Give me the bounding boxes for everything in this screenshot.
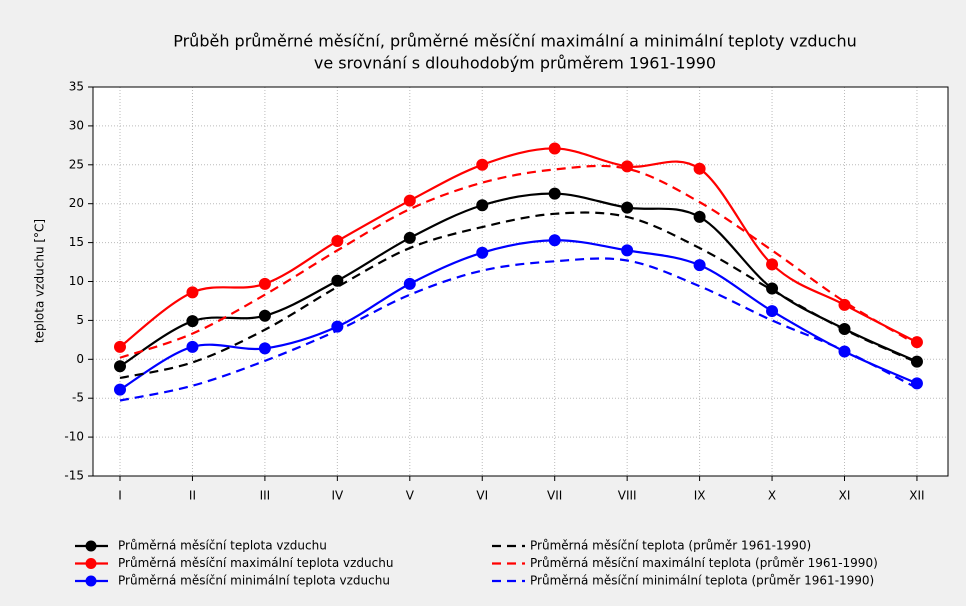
marker [114, 360, 126, 373]
x-tick-label: I [118, 489, 122, 503]
marker [621, 160, 634, 173]
x-tick-label: IV [331, 489, 344, 503]
marker [186, 286, 199, 299]
series-line [119, 211, 918, 380]
marker [186, 340, 199, 353]
marker [258, 342, 271, 355]
x-tick-label: III [260, 489, 271, 503]
x-tick-label: XI [839, 489, 851, 503]
marker [186, 315, 199, 328]
marker [403, 231, 416, 244]
legend-label: Průměrná měsíční minimální teplota vzduc… [118, 574, 390, 588]
marker [838, 298, 851, 311]
chart-title: Průběh průměrné měsíční, průměrné měsíčn… [173, 32, 857, 51]
marker [403, 194, 416, 207]
marker [766, 305, 779, 318]
marker [258, 309, 271, 322]
marker [258, 277, 271, 290]
marker [476, 199, 489, 212]
legend-label: Průměrná měsíční teplota (průměr 1961-19… [530, 539, 811, 553]
marker [910, 336, 923, 349]
x-tick-label: V [406, 489, 415, 503]
y-tick-label: -10 [64, 430, 84, 444]
x-tick-label: X [768, 489, 776, 503]
y-tick-label: 5 [76, 313, 84, 327]
marker [621, 201, 634, 214]
marker [476, 246, 489, 259]
legend-label: Průměrná měsíční teplota vzduchu [118, 539, 327, 553]
marker [114, 383, 126, 396]
x-tick-label: VII [547, 489, 562, 503]
legend-marker [85, 540, 97, 552]
series-line [119, 239, 918, 391]
x-tick-label: II [189, 489, 196, 503]
series-line [119, 164, 918, 359]
marker [693, 210, 706, 223]
marker [331, 274, 344, 287]
marker [693, 259, 706, 272]
marker [548, 142, 561, 155]
plot-border [92, 86, 949, 477]
y-tick-label: -15 [64, 469, 84, 483]
y-tick-label: 25 [69, 157, 84, 171]
marker [621, 244, 634, 257]
marker [910, 377, 923, 390]
x-tick-label: XII [909, 489, 924, 503]
legend-label: Průměrná měsíční minimální teplota (prům… [530, 574, 874, 588]
y-tick-label: -5 [72, 391, 84, 405]
legend-marker [85, 558, 97, 569]
x-tick-label: VIII [618, 489, 637, 503]
y-tick-label: 15 [69, 235, 84, 249]
marker [548, 187, 561, 200]
legend-label: Průměrná měsíční maximální teplota (prům… [530, 556, 878, 570]
y-tick-label: 0 [76, 352, 84, 366]
x-tick-label: IX [694, 489, 706, 503]
marker [331, 235, 344, 248]
x-tick-label: VI [476, 489, 488, 503]
marker [476, 158, 489, 171]
legend-label: Průměrná měsíční maximální teplota vzduc… [118, 556, 393, 570]
marker [114, 340, 126, 353]
y-tick-label: 20 [69, 196, 84, 210]
y-axis-label: teplota vzduchu [°C] [33, 219, 47, 343]
legend-marker [85, 575, 97, 587]
marker [910, 355, 923, 368]
series-line [119, 257, 918, 402]
y-tick-label: 10 [69, 274, 84, 288]
marker [766, 258, 779, 271]
marker [693, 162, 706, 175]
y-tick-label: 30 [69, 118, 84, 132]
chart-title: ve srovnání s dlouhodobým průměrem 1961-… [314, 54, 716, 73]
marker [548, 234, 561, 247]
marker [403, 277, 416, 290]
y-tick-label: 35 [69, 80, 84, 94]
